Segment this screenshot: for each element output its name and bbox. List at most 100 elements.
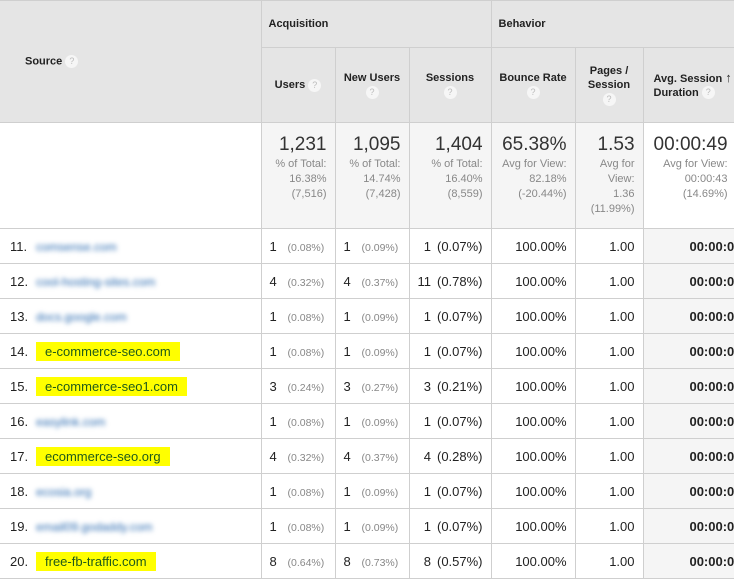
column-header-avg-session-duration[interactable]: Avg. Session ↑ Duration ?	[642, 47, 734, 123]
avg-session-duration-cell: 00:00:00	[642, 473, 734, 509]
row-index: 15.	[10, 378, 29, 394]
source-link[interactable]: ecosia.org	[36, 484, 92, 499]
column-header-users[interactable]: Users ?	[260, 47, 336, 123]
source-link[interactable]: docs.google.com	[36, 309, 127, 324]
table-row: 19. email09.godaddy.com 1 (0.08%) 1 (0.09%)…	[0, 508, 734, 544]
pages-session-cell: 1.00	[574, 543, 644, 579]
avg-session-duration-cell: 00:00:00	[642, 368, 734, 404]
bounce-rate-cell: 100.00%	[490, 228, 576, 264]
new-users-cell: 8 (0.73%)	[334, 543, 410, 579]
row-index: 20.	[10, 553, 29, 569]
bounce-rate-cell: 100.00%	[490, 298, 576, 334]
source-cell: 17. ecommerce-seo.org	[0, 438, 262, 474]
source-cell: 18. ecosia.org	[0, 473, 262, 509]
help-icon[interactable]: ?	[701, 86, 715, 100]
source-link[interactable]: ecommerce-seo.org	[36, 446, 170, 466]
total-users: 1,231% of Total: 16.38% (7,516)	[260, 122, 336, 229]
source-link[interactable]: cool-hosting-sites.com	[36, 274, 156, 289]
table-row: 15. e-commerce-seo1.com 3 (0.24%) 3 (0.27%)…	[0, 368, 734, 404]
bounce-rate-cell: 100.00%	[490, 368, 576, 404]
table-row: 11. comsense.com 1 (0.08%) 1 (0.09%) 1 (0.07…	[0, 228, 734, 264]
source-cell: 19. email09.godaddy.com	[0, 508, 262, 544]
new-users-cell: 1 (0.09%)	[334, 508, 410, 544]
total-pages-session: 1.53 Avg for View: 1.36 (11.99%)	[574, 122, 644, 229]
users-cell: 3 (0.24%)	[260, 368, 336, 404]
users-cell: 1 (0.08%)	[260, 298, 336, 334]
column-header-sessions[interactable]: Sessions?	[408, 47, 492, 123]
pages-session-cell: 1.00	[574, 508, 644, 544]
help-icon[interactable]: ?	[308, 78, 322, 92]
new-users-cell: 1 (0.09%)	[334, 473, 410, 509]
source-cell: 11. comsense.com	[0, 228, 262, 264]
row-index: 17.	[10, 448, 29, 464]
avg-session-duration-cell: 00:00:00	[642, 263, 734, 299]
source-cell: 20. free-fb-traffic.com	[0, 543, 262, 579]
bounce-rate-cell: 100.00%	[490, 263, 576, 299]
row-index: 12.	[10, 273, 29, 289]
help-icon[interactable]: ?	[602, 92, 616, 106]
group-header-acquisition: Acquisition	[260, 0, 492, 48]
group-header-behavior: Behavior	[490, 0, 734, 48]
sessions-cell: 1 (0.07%)	[408, 403, 492, 439]
users-cell: 1 (0.08%)	[260, 403, 336, 439]
bounce-rate-cell: 100.00%	[490, 333, 576, 369]
pages-session-cell: 1.00	[574, 368, 644, 404]
row-index: 11.	[10, 238, 28, 254]
users-cell: 1 (0.08%)	[260, 508, 336, 544]
totals-source-cell	[0, 122, 262, 229]
table-row: 14. e-commerce-seo.com 1 (0.08%) 1 (0.09%) …	[0, 333, 734, 369]
table-row: 18. ecosia.org 1 (0.08%) 1 (0.09%) 1 (0.07%)…	[0, 473, 734, 509]
sessions-cell: 11 (0.78%)	[408, 263, 492, 299]
help-icon[interactable]: ?	[365, 85, 379, 99]
row-index: 18.	[10, 483, 29, 499]
table-row: 12. cool-hosting-sites.com 4 (0.32%) 4 (0.3…	[0, 263, 734, 299]
help-icon[interactable]: ?	[65, 55, 79, 68]
pages-session-cell: 1.00	[574, 403, 644, 439]
bounce-rate-cell: 100.00%	[490, 543, 576, 579]
column-header-source[interactable]: Source ?	[0, 0, 262, 123]
source-link[interactable]: email09.godaddy.com	[36, 519, 153, 534]
new-users-cell: 4 (0.37%)	[334, 438, 410, 474]
new-users-cell: 1 (0.09%)	[334, 403, 410, 439]
pages-session-cell: 1.00	[574, 228, 644, 264]
bounce-rate-cell: 100.00%	[490, 438, 576, 474]
source-cell: 16. easylink.com	[0, 403, 262, 439]
sessions-cell: 8 (0.57%)	[408, 543, 492, 579]
source-link[interactable]: e-commerce-seo.com	[36, 341, 180, 361]
bounce-rate-cell: 100.00%	[490, 508, 576, 544]
new-users-cell: 1 (0.09%)	[334, 333, 410, 369]
pages-session-cell: 1.00	[574, 473, 644, 509]
table-row: 16. easylink.com 1 (0.08%) 1 (0.09%) 1 (0.07…	[0, 403, 734, 439]
source-cell: 14. e-commerce-seo.com	[0, 333, 262, 369]
row-index: 13.	[10, 308, 29, 324]
row-index: 14.	[10, 343, 29, 359]
users-cell: 4 (0.32%)	[260, 438, 336, 474]
table-row: 17. ecommerce-seo.org 4 (0.32%) 4 (0.37%) 4…	[0, 438, 734, 474]
help-icon[interactable]: ?	[526, 85, 540, 99]
sort-ascending-icon[interactable]: ↑	[725, 69, 732, 85]
users-cell: 8 (0.64%)	[260, 543, 336, 579]
table-row: 13. docs.google.com 1 (0.08%) 1 (0.09%) 1 (0…	[0, 298, 734, 334]
source-link[interactable]: comsense.com	[36, 239, 117, 254]
total-sessions: 1,404% of Total: 16.40% (8,559)	[408, 122, 492, 229]
help-icon[interactable]: ?	[443, 85, 457, 99]
sessions-cell: 4 (0.28%)	[408, 438, 492, 474]
users-cell: 1 (0.08%)	[260, 473, 336, 509]
pages-session-cell: 1.00	[574, 438, 644, 474]
source-link[interactable]: free-fb-traffic.com	[36, 551, 156, 571]
sessions-cell: 3 (0.21%)	[408, 368, 492, 404]
pages-session-cell: 1.00	[574, 298, 644, 334]
sessions-cell: 1 (0.07%)	[408, 228, 492, 264]
source-cell: 13. docs.google.com	[0, 298, 262, 334]
source-cell: 15. e-commerce-seo1.com	[0, 368, 262, 404]
source-link[interactable]: easylink.com	[36, 414, 106, 429]
users-cell: 1 (0.08%)	[260, 333, 336, 369]
sessions-cell: 1 (0.07%)	[408, 473, 492, 509]
users-cell: 4 (0.32%)	[260, 263, 336, 299]
avg-session-duration-cell: 00:00:00	[642, 438, 734, 474]
column-header-new-users[interactable]: New Users?	[334, 47, 410, 123]
column-header-bounce-rate[interactable]: Bounce Rate?	[490, 47, 576, 123]
source-link[interactable]: e-commerce-seo1.com	[36, 376, 187, 396]
column-header-pages-session[interactable]: Pages / Session?	[574, 47, 644, 123]
